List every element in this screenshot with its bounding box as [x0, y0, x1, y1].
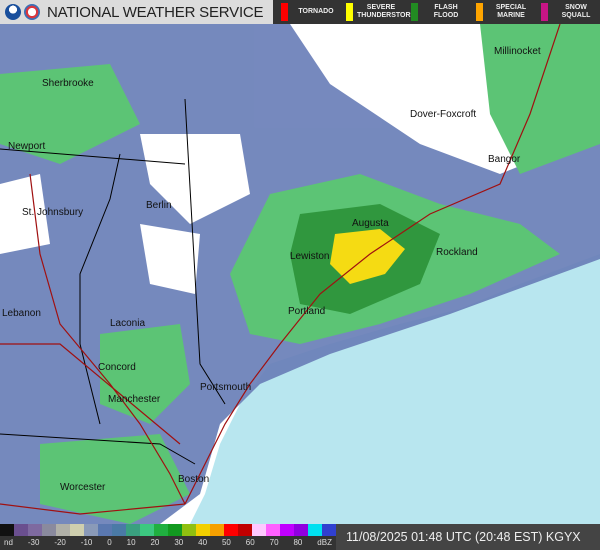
dbz-color-step — [154, 524, 168, 536]
city-label: St. Johnsbury — [22, 207, 83, 218]
city-label: Millinocket — [494, 46, 541, 57]
city-label: Boston — [178, 474, 209, 485]
city-label: Bangor — [488, 154, 521, 165]
warning-label: SNOW SQUALL — [561, 4, 591, 19]
dbz-tick: 50 — [221, 538, 231, 547]
dbz-color-step — [84, 524, 98, 536]
dbz-color-step — [238, 524, 252, 536]
header: NATIONAL WEATHER SERVICE TORNADO SEVERE T… — [0, 0, 600, 24]
warning-swatch — [476, 3, 483, 21]
dbz-color-step — [308, 524, 322, 536]
timestamp: 11/08/2025 01:48 UTC (20:48 EST) KGYX — [336, 524, 600, 550]
dbz-color-step — [210, 524, 224, 536]
dbz-color-step — [252, 524, 266, 536]
dbz-tick: nd — [4, 538, 13, 547]
city-label: Lebanon — [2, 308, 41, 319]
city-label: Manchester — [108, 394, 161, 405]
dbz-tick: 80 — [293, 538, 303, 547]
dbz-tick: dBZ — [317, 538, 332, 547]
dbz-color-step — [0, 524, 14, 536]
boundaries — [0, 98, 226, 465]
dbz-tick: 30 — [174, 538, 184, 547]
city-label: Laconia — [110, 318, 145, 329]
dbz-ticks: nd -30 -20 -10 0 10 20 30 40 50 60 70 80 dBZ — [0, 538, 336, 550]
city-label: Portland — [288, 306, 325, 317]
dbz-color-step — [196, 524, 210, 536]
warning-swatch — [281, 3, 288, 21]
warning-swatch — [541, 3, 548, 21]
city-label: Lewiston — [290, 251, 329, 262]
nws-logo — [24, 4, 40, 20]
dbz-tick: -20 — [54, 538, 66, 547]
dbz-color-scale — [0, 524, 336, 536]
dbz-tick: -10 — [80, 538, 93, 547]
dbz-color-step — [98, 524, 112, 536]
warning-label: SEVERE THUNDERSTORM — [357, 4, 417, 19]
warning-swatch — [411, 3, 418, 21]
warning-label: TORNADO — [298, 8, 334, 15]
ocean — [190, 254, 600, 524]
brand-title: NATIONAL WEATHER SERVICE — [47, 3, 264, 21]
dbz-color-step — [56, 524, 70, 536]
dbz-legend: nd -30 -20 -10 0 10 20 30 40 50 60 70 80 dBZ — [0, 524, 336, 550]
warning-special-marine: SPECIAL MARINE — [476, 3, 535, 21]
noaa-logo — [5, 4, 21, 20]
dbz-color-step — [294, 524, 308, 536]
warning-tornado: TORNADO — [281, 3, 340, 21]
city-label: Worcester — [60, 482, 106, 493]
warning-legend: TORNADO SEVERE THUNDERSTORM FLASH FLOOD SPE… — [273, 0, 600, 24]
city-labels: Millinocket Sherbrooke Dover-Foxcroft Newpo… — [2, 46, 541, 493]
dbz-color-step — [224, 524, 238, 536]
highways — [0, 24, 561, 515]
warning-label: FLASH FLOOD — [433, 4, 459, 19]
city-label: Portsmouth — [200, 382, 251, 393]
city-label: Berlin — [146, 200, 172, 211]
city-label: Dover-Foxcroft — [410, 109, 476, 120]
dbz-color-step — [322, 524, 336, 536]
warning-snow-squall: SNOW SQUALL — [541, 3, 600, 21]
dbz-color-step — [28, 524, 42, 536]
city-label: Newport — [8, 141, 45, 152]
dbz-tick: 70 — [269, 538, 279, 547]
city-label: Sherbrooke — [42, 78, 94, 89]
radar-map[interactable]: Millinocket Sherbrooke Dover-Foxcroft Newpo… — [0, 24, 600, 524]
dbz-color-step — [14, 524, 28, 536]
warning-swatch — [346, 3, 353, 21]
dbz-color-step — [42, 524, 56, 536]
dbz-color-step — [266, 524, 280, 536]
city-label: Augusta — [352, 218, 389, 229]
dbz-color-step — [280, 524, 294, 536]
nws-brand: NATIONAL WEATHER SERVICE — [0, 0, 273, 24]
warning-label: SPECIAL MARINE — [495, 4, 527, 19]
warning-severe-thunderstorm: SEVERE THUNDERSTORM — [346, 3, 417, 21]
dbz-tick: 10 — [126, 538, 136, 547]
dbz-color-step — [126, 524, 140, 536]
dbz-color-step — [182, 524, 196, 536]
dbz-color-step — [168, 524, 182, 536]
dbz-color-step — [140, 524, 154, 536]
radar-echoes — [0, 24, 600, 524]
dbz-tick: -30 — [27, 538, 40, 547]
dbz-color-step — [70, 524, 84, 536]
dbz-tick: 20 — [150, 538, 160, 547]
dbz-color-step — [112, 524, 126, 536]
dbz-tick: 40 — [198, 538, 208, 547]
city-label: Rockland — [436, 247, 478, 258]
city-label: Concord — [98, 362, 136, 373]
warning-flash-flood: FLASH FLOOD — [411, 3, 470, 21]
dbz-tick: 0 — [107, 538, 112, 547]
dbz-tick: 60 — [245, 538, 255, 547]
